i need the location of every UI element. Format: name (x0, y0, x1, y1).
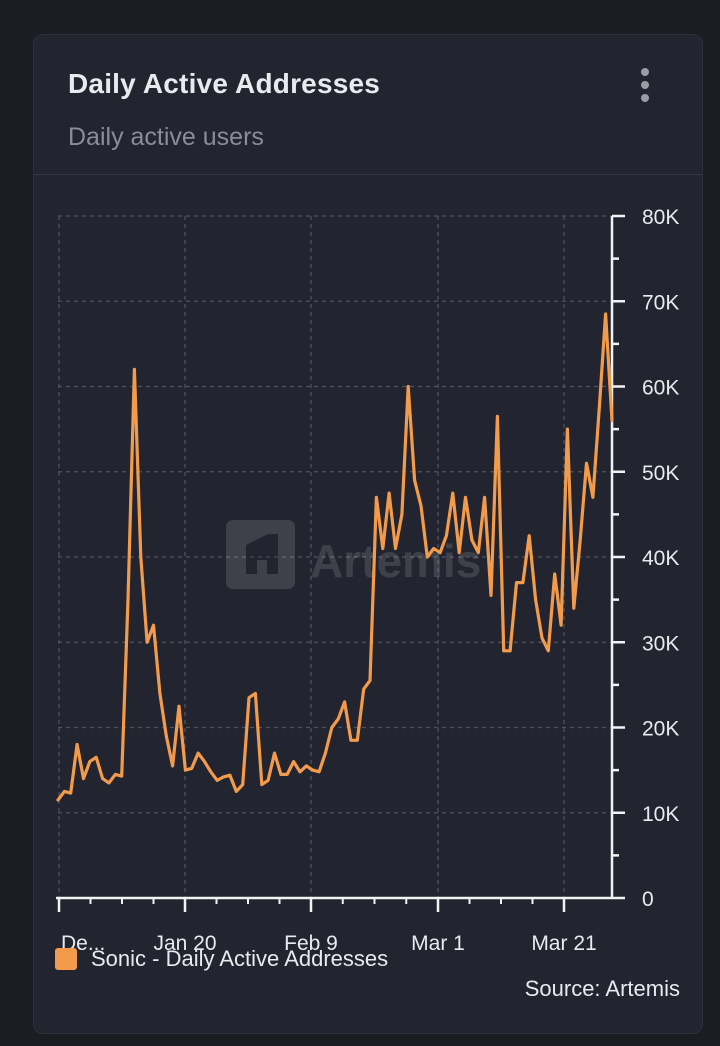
kebab-menu-icon[interactable] (632, 65, 658, 105)
y-tick-label: 0 (642, 888, 654, 911)
chart-card: Daily Active Addresses Daily active user… (33, 34, 703, 1034)
y-tick-label: 80K (642, 206, 679, 229)
card-header: Daily Active Addresses Daily active user… (34, 35, 702, 175)
x-tick-label: Feb 9 (284, 932, 338, 955)
chart-title: Daily Active Addresses (68, 68, 381, 99)
series-layer (56, 312, 614, 802)
legend-swatch (55, 948, 77, 970)
x-tick-label: Jan 20 (153, 932, 216, 955)
artemis-logo-icon (226, 520, 295, 589)
watermark: Artemis (226, 520, 481, 589)
legend-label: Sonic - Daily Active Addresses (91, 946, 389, 971)
y-tick-label: 40K (642, 547, 679, 570)
x-tick-label: Mar 1 (411, 932, 465, 955)
y-tick-label: 30K (642, 632, 679, 655)
y-tick-label: 50K (642, 462, 679, 485)
y-tick-label: 60K (642, 377, 679, 400)
chart-subtitle: Daily active users (68, 123, 264, 151)
y-tick-label: 10K (642, 803, 679, 826)
y-tick-label: 70K (642, 291, 679, 314)
y-tick-label: 20K (642, 718, 679, 741)
artemis-logo-mark (246, 534, 278, 574)
x-tick-label: Mar 21 (531, 932, 596, 955)
series-line-sonic (56, 312, 614, 802)
grid-lines (58, 215, 612, 898)
legend-item-sonic[interactable]: Sonic - Daily Active Addresses (55, 944, 388, 974)
source-note: Source: Artemis (524, 976, 680, 1001)
